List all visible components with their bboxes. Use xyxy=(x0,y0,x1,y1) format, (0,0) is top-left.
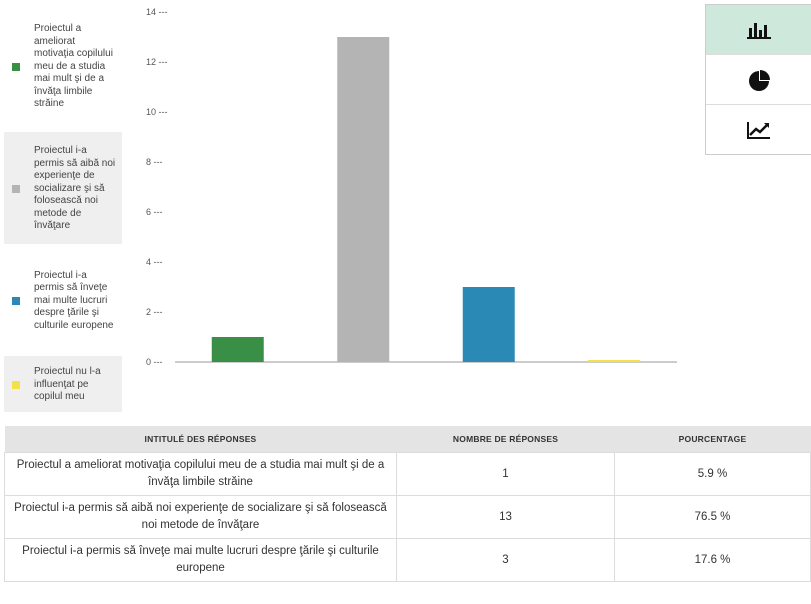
legend-item[interactable]: Proiectul i-a permis să aibă noi experie… xyxy=(4,132,122,244)
table-row: Proiectul i-a permis să înveţe mai multe… xyxy=(4,538,811,582)
legend-item[interactable]: Proiectul i-a permis să înveţe mai multe… xyxy=(4,244,122,356)
legend-label: Proiectul i-a permis să aibă noi experie… xyxy=(34,145,116,232)
chart-legend: Proiectul a ameliorat motivaţia copilulu… xyxy=(4,0,122,412)
row-count: 3 xyxy=(396,538,615,582)
y-tick-label: 12 --- xyxy=(146,57,168,67)
table-header-row: INTITULÉ DES RÉPONSES NOMBRE DE RÉPONSES… xyxy=(4,426,811,453)
column-header-percent: POURCENTAGE xyxy=(614,426,811,453)
row-percent: 17.6 % xyxy=(614,538,811,582)
column-header-label: INTITULÉ DES RÉPONSES xyxy=(4,426,397,453)
legend-label: Proiectul i-a permis să înveţe mai multe… xyxy=(34,269,114,331)
legend-label: Proiectul a ameliorat motivaţia copilulu… xyxy=(34,23,113,110)
bar-chart-button[interactable] xyxy=(706,5,811,55)
row-label: Proiectul a ameliorat motivaţia copilulu… xyxy=(4,452,397,496)
y-tick-label: 6 --- xyxy=(146,207,163,217)
chart-bar[interactable] xyxy=(462,287,515,362)
row-count: 1 xyxy=(396,452,615,496)
pie-chart-icon xyxy=(749,69,770,91)
row-percent: 5.9 % xyxy=(614,452,811,496)
line-chart-button[interactable] xyxy=(706,105,811,154)
legend-swatch xyxy=(12,63,20,71)
table-row: Proiectul i-a permis să aibă noi experie… xyxy=(4,495,811,539)
chart-bar[interactable] xyxy=(211,337,264,362)
legend-item[interactable]: Proiectul a ameliorat motivaţia copilulu… xyxy=(4,0,122,132)
table-row: Proiectul a ameliorat motivaţia copilulu… xyxy=(4,452,811,496)
chart-bar[interactable] xyxy=(588,360,641,362)
legend-swatch xyxy=(12,185,20,193)
y-tick-label: 0 --- xyxy=(146,357,163,367)
y-tick-label: 10 --- xyxy=(146,107,168,117)
line-chart-icon xyxy=(747,121,770,139)
y-tick-label: 8 --- xyxy=(146,157,163,167)
chart-type-switcher xyxy=(705,4,811,155)
bar-chart: 0 --- 2 --- 4 --- 6 --- 8 --- 10 --- 12 --- 14 … xyxy=(146,7,677,367)
row-label: Proiectul i-a permis să aibă noi experie… xyxy=(4,495,397,539)
bar-chart-icon xyxy=(747,22,771,39)
y-tick-label: 14 --- xyxy=(146,7,168,17)
y-tick-label: 2 --- xyxy=(146,307,163,317)
legend-swatch xyxy=(12,297,20,305)
y-tick-label: 4 --- xyxy=(146,257,163,267)
results-table: INTITULÉ DES RÉPONSES NOMBRE DE RÉPONSES… xyxy=(4,426,811,582)
legend-swatch xyxy=(12,381,20,389)
column-header-count: NOMBRE DE RÉPONSES xyxy=(396,426,615,453)
row-percent: 76.5 % xyxy=(614,495,811,539)
chart-bar[interactable] xyxy=(337,37,390,362)
row-count: 13 xyxy=(396,495,615,539)
legend-item[interactable]: Proiectul nu l-a influenţat pe copilul m… xyxy=(4,356,122,412)
row-label: Proiectul i-a permis să înveţe mai multe… xyxy=(4,538,397,582)
pie-chart-button[interactable] xyxy=(706,55,811,105)
legend-label: Proiectul nu l-a influenţat pe copilul m… xyxy=(34,366,101,403)
